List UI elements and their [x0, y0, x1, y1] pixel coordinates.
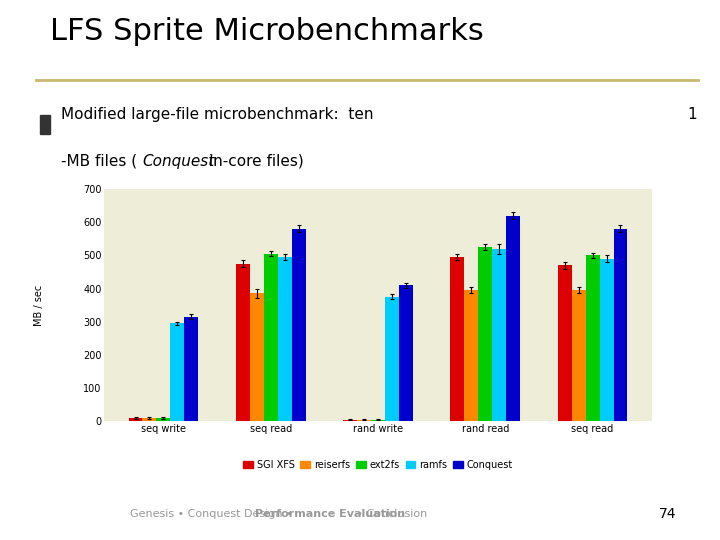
- Bar: [264, 254, 278, 421]
- Text: Modified large-file microbenchmark:  ten: Modified large-file microbenchmark: ten: [61, 107, 374, 122]
- Text: • Conclusion: • Conclusion: [353, 509, 427, 519]
- Bar: [343, 420, 357, 421]
- Bar: [478, 247, 492, 421]
- Bar: [156, 418, 171, 421]
- Bar: [236, 264, 250, 421]
- Bar: [600, 259, 613, 421]
- Bar: [278, 257, 292, 421]
- Y-axis label: MB / sec: MB / sec: [35, 285, 44, 326]
- Text: LFS Sprite Microbenchmarks: LFS Sprite Microbenchmarks: [50, 17, 484, 46]
- Legend: SGI XFS, reiserfs, ext2fs, ramfs, Conquest: SGI XFS, reiserfs, ext2fs, ramfs, Conque…: [239, 456, 517, 474]
- Bar: [357, 420, 371, 421]
- Bar: [558, 265, 572, 421]
- Bar: [250, 294, 264, 421]
- Bar: [492, 249, 506, 421]
- Bar: [385, 297, 399, 421]
- Bar: [40, 114, 50, 134]
- Bar: [585, 255, 600, 421]
- Text: 74: 74: [660, 507, 677, 521]
- Bar: [399, 285, 413, 421]
- Bar: [572, 290, 585, 421]
- Bar: [451, 257, 464, 421]
- Text: Performance Evaluation: Performance Evaluation: [255, 509, 405, 519]
- Bar: [292, 229, 305, 421]
- Bar: [129, 418, 143, 421]
- Bar: [506, 215, 520, 421]
- Text: Conquest: Conquest: [143, 153, 215, 168]
- Text: Genesis • Conquest Design •: Genesis • Conquest Design •: [130, 509, 296, 519]
- Text: 1: 1: [688, 107, 697, 122]
- Bar: [613, 229, 627, 421]
- Bar: [171, 323, 184, 421]
- Text: -MB files (: -MB files (: [61, 153, 138, 168]
- Bar: [464, 290, 478, 421]
- Text: in-core files): in-core files): [204, 153, 304, 168]
- Bar: [143, 418, 156, 421]
- Bar: [371, 420, 385, 421]
- Bar: [184, 316, 198, 421]
